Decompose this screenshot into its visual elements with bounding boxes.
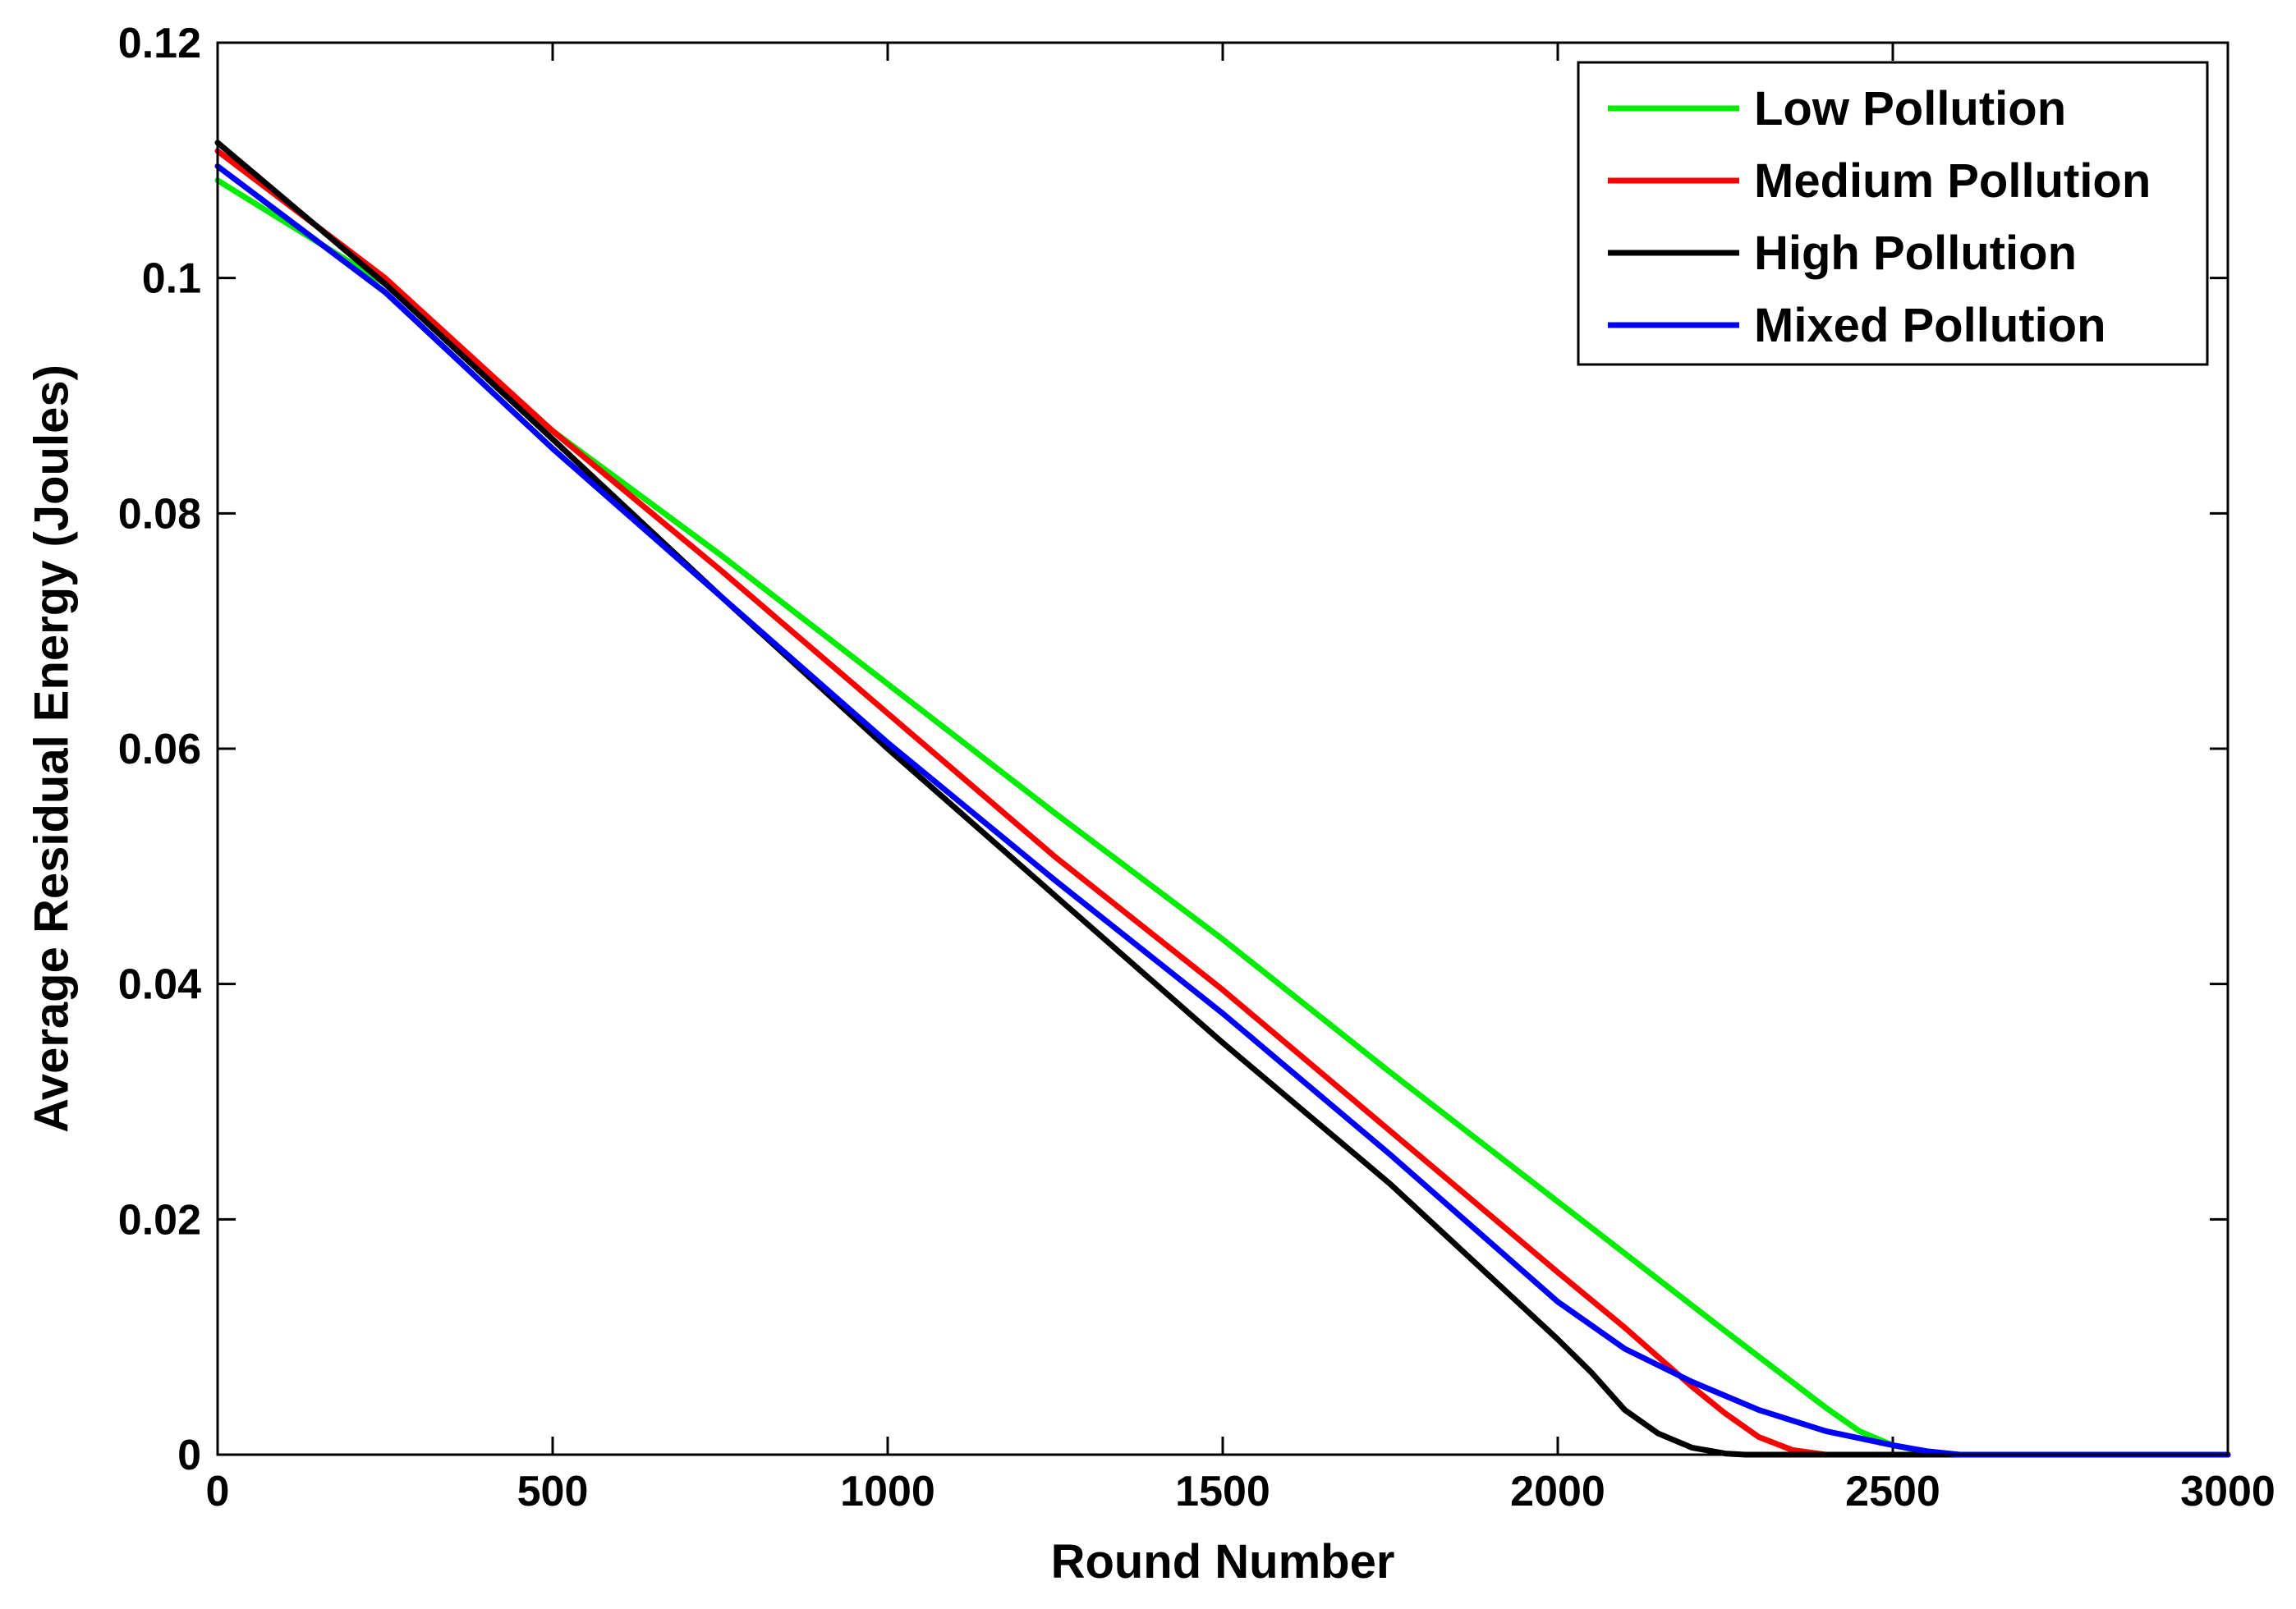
- x-tick-label: 500: [517, 1468, 589, 1515]
- legend: Low Pollution Medium Pollution High Pollut…: [1577, 61, 2209, 366]
- x-tick-label: 3000: [2180, 1468, 2275, 1515]
- x-axis-label: Round Number: [1051, 1535, 1395, 1588]
- x-tick-label: 2500: [1845, 1468, 1940, 1515]
- series-line-high-pollution: [214, 140, 2231, 1458]
- series-line-mixed-pollution: [214, 163, 2231, 1458]
- legend-label: Low Pollution: [1754, 82, 2066, 135]
- series-lines: [214, 140, 2231, 1458]
- legend-label: High Pollution: [1754, 227, 2077, 280]
- tick-marks: [216, 41, 2229, 1456]
- y-axis-label: Average Residual Energy (Joules): [25, 364, 78, 1133]
- x-tick-label: 1500: [1175, 1468, 1270, 1515]
- y-tick-label: 0.08: [118, 490, 201, 538]
- legend-label: Mixed Pollution: [1754, 299, 2106, 352]
- y-tick-label: 0: [177, 1432, 201, 1479]
- legend-label: Medium Pollution: [1754, 154, 2151, 208]
- y-tick-label: 0.12: [118, 20, 201, 67]
- y-tick-label: 0.02: [118, 1196, 201, 1244]
- tick-labels: 0 500 1000 1500 2000 2500 3000 0 0.02 0.04 0.06 0.0…: [118, 20, 2275, 1515]
- plot-frame: [216, 41, 2229, 1456]
- legend-box: [1577, 61, 2209, 366]
- y-tick-label: 0.1: [142, 255, 201, 303]
- x-tick-label: 2000: [1510, 1468, 1605, 1515]
- x-tick-label: 1000: [840, 1468, 935, 1515]
- x-tick-label: 0: [206, 1468, 230, 1515]
- y-tick-label: 0.04: [118, 961, 201, 1009]
- series-line-medium-pollution: [214, 148, 2231, 1458]
- y-tick-label: 0.06: [118, 726, 201, 773]
